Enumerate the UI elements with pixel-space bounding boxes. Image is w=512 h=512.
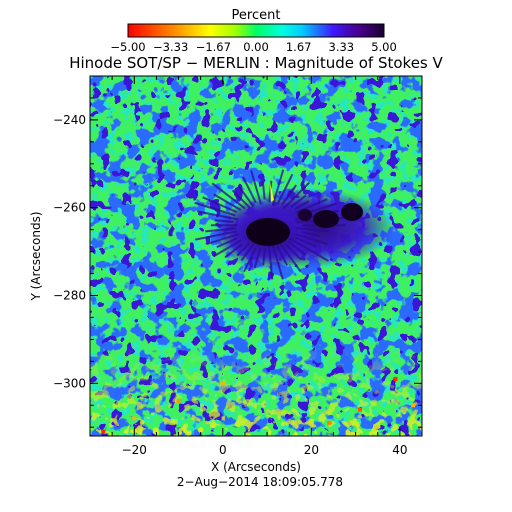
penumbral-fibril [276,173,294,205]
field-specks [101,376,416,434]
penumbral-fibril [295,233,328,245]
penumbral-fibril [294,200,310,210]
colorbar-title: Percent [232,8,281,23]
penumbral-fibril [243,247,257,273]
x-axis: −20 0 20 40 [89,76,423,457]
field-speck [132,416,137,421]
penumbral-fibril [205,227,237,233]
penumbral-fibril [202,196,238,214]
penumbral-fibril [271,169,285,206]
penumbral-fibril [253,247,262,269]
penumbral-fibril [194,201,236,217]
date-label: 2−Aug−2014 18:09:05.778 [177,475,343,489]
field-speck [358,407,363,412]
field-speck [176,398,181,403]
penumbral-fibril [268,180,273,203]
penumbral-fibril [238,186,255,208]
penumbral-fibril [287,240,306,256]
y-tick-label: −280 [53,289,86,303]
penumbral-fibrils [194,169,348,280]
x-tick-label: 20 [304,443,319,457]
penumbral-fibril [268,246,274,280]
field-speck [393,376,398,381]
penumbral-fibril [271,244,284,280]
penumbral-fibril [284,243,302,261]
penumbral-fibril [289,237,330,262]
x-tick-label: 0 [219,443,227,457]
chart-title: Hinode SOT/SP − MERLIN : Magnitude of St… [69,54,443,72]
colorbar-tick-label: 1.67 [286,40,312,54]
colorbar-tick-label: −5.00 [110,40,145,54]
stokes-v-image [90,76,422,436]
penumbral-fibril [216,237,238,249]
penumbral-fibril [211,182,246,210]
y-tick-label: −240 [53,113,86,127]
penumbral-fibril [213,193,242,211]
penumbral-fibril [301,231,320,237]
penumbral-fibril [250,170,262,205]
field-speck [220,381,225,386]
penumbral-fibril [213,239,242,258]
penumbral-fibril [240,242,255,262]
penumbral-fibril [207,233,239,245]
y-tick-label: −300 [53,376,86,390]
y-axis: −240 −260 −280 −300 [53,75,422,428]
penumbral-fibril [279,242,302,272]
penumbral-fibril [295,236,317,248]
field-speck [101,429,106,434]
colorbar [127,23,385,38]
colorbar-ticks: −5.00 −3.33 −1.67 0.00 1.67 3.33 5.00 [110,40,396,54]
penumbral-fibril [242,176,257,204]
plot-frame [89,75,423,437]
penumbral-fibril [236,242,250,257]
colorbar-tick-label: 0.00 [243,40,269,54]
sunspot-umbra-main [246,218,290,246]
penumbral-fibril [276,245,288,266]
y-axis-label: Y (Arcseconds) [29,211,43,301]
sunspot-umbra-east [313,210,339,228]
penumbral-fibril [224,243,243,259]
field-speck [411,403,416,408]
penumbral-fibril [290,194,307,208]
penumbral-fibril [261,182,266,200]
y-tick-label: −260 [53,201,86,215]
penumbral-fibril [231,189,251,209]
colorbar-tick-label: 5.00 [371,40,397,54]
penumbral-fibril [214,219,234,223]
penumbral-fibril [194,230,238,241]
x-axis-label: X (Arcseconds) [211,460,301,474]
penumbral-fibril [282,181,311,210]
colorbar-tick-label: −1.67 [196,40,231,54]
x-tick-label: −20 [122,443,147,457]
x-tick-label: 40 [392,443,407,457]
field-speck [327,420,332,425]
penumbral-fibril [295,227,330,233]
penumbral-fibril [262,247,266,266]
sunspot-umbra-far-east [341,203,363,221]
penumbral-fibril [281,184,298,206]
penumbral-fibril [197,210,239,221]
colorbar-tick-label: −3.33 [153,40,188,54]
colorbar-tick-label: 3.33 [329,40,355,54]
